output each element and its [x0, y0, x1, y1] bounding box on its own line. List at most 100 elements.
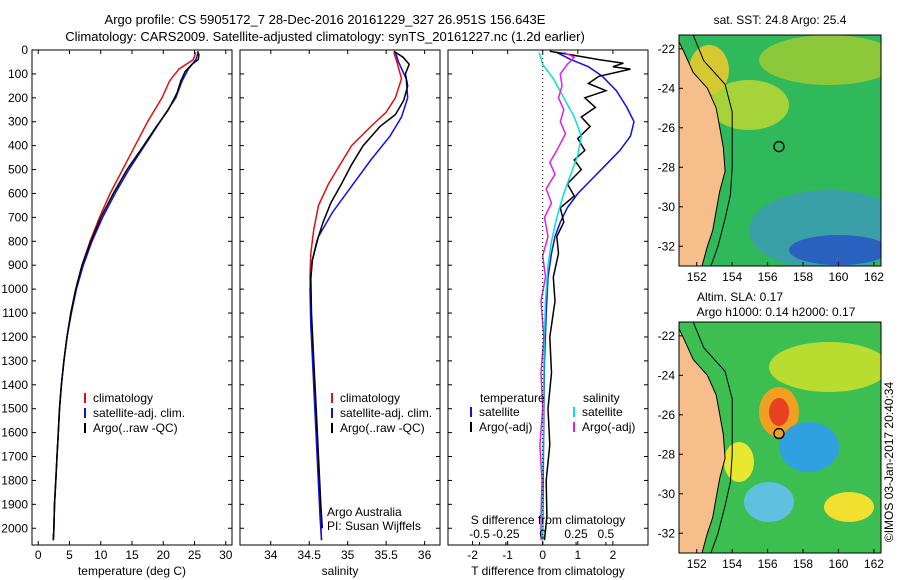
depth-tick-label: 1900	[1, 497, 28, 511]
lon-tick-label: 162	[864, 270, 884, 284]
panel-salinity: 34 34.5 35 35.5 36 salinity climatologysatelli…	[239, 49, 441, 578]
lon-tick-label: 158	[793, 557, 813, 571]
lon-tick-label: 156	[758, 270, 778, 284]
depth-tick-label: 1500	[1, 402, 28, 416]
legend-entry: satellite-adj. clim.	[93, 406, 185, 420]
lat-tick-label: -26	[658, 121, 676, 135]
legend-entry: satellite	[582, 405, 623, 419]
legend-entry: satellite	[479, 405, 520, 419]
legend-entry: Argo(-adj)	[582, 420, 635, 434]
depth-tick-label: 800	[8, 234, 28, 248]
difference-axes-frame	[447, 49, 649, 546]
australia-land	[679, 322, 726, 553]
s-tick-label: -0.5	[469, 527, 490, 541]
shelf-contour	[692, 322, 733, 553]
salinity-xtick-label: 34.5	[298, 548, 322, 562]
lat-tick-label: -22	[658, 42, 676, 56]
salinity-axes-frame	[239, 49, 441, 546]
legend-entry: Argo(-adj)	[479, 420, 532, 434]
lon-tick-label: 158	[793, 270, 813, 284]
legend-entry: climatology	[340, 391, 400, 405]
temperature-xtick-label: 5	[66, 548, 73, 562]
salinity-xtick-label: 35	[341, 548, 355, 562]
lon-tick-label: 154	[722, 557, 742, 571]
lat-tick-label: -30	[658, 200, 676, 214]
lat-tick-label: -28	[658, 447, 676, 461]
salinity-series-2	[310, 50, 411, 529]
depth-tick-label: 0	[21, 43, 28, 57]
temperature-xtick-label: 0	[35, 548, 42, 562]
depth-tick-label: 1600	[1, 426, 28, 440]
depth-tick-label: 900	[8, 258, 28, 272]
lat-tick-label: -22	[658, 329, 676, 343]
s-tick-label: 0	[539, 527, 546, 541]
lat-tick-label: -32	[658, 239, 676, 253]
legend-entry: Argo(..raw -QC)	[340, 421, 425, 435]
depth-tick-label: 2000	[1, 521, 28, 535]
difference-xtick-label: 2	[610, 548, 617, 562]
s-difference-label: S difference from climatology	[471, 513, 626, 527]
depth-tick-label: 500	[8, 163, 28, 177]
panel-temperature: 0100200300400500600700800900100011001200…	[1, 43, 232, 578]
difference-series-1	[543, 50, 631, 541]
lon-tick-label: 160	[828, 270, 848, 284]
difference-xtick-label: -1	[502, 548, 513, 562]
temperature-axes-frame	[31, 49, 233, 546]
sla-map-title-line-2: Argo h1000: 0.14 h2000: 0.17	[697, 305, 856, 319]
temperature-xtick-label: 20	[157, 548, 171, 562]
depth-tick-label: 1400	[1, 378, 28, 392]
lat-tick-label: -24	[658, 81, 676, 95]
lat-tick-label: -32	[658, 526, 676, 540]
lat-tick-label: -24	[658, 368, 676, 382]
legend-entry: Argo(..raw -QC)	[93, 421, 178, 435]
depth-tick-label: 100	[8, 67, 28, 81]
legend-salinity-title: salinity	[583, 391, 620, 405]
map-sla: -22 -24 -26 -28 -30 -32 152 154 156 158 160 162	[658, 321, 884, 571]
temperature-xtick-label: 15	[125, 548, 139, 562]
figure-title-line-1: Argo profile: CS 5905172_7 28-Dec-2016 2…	[104, 12, 546, 27]
lat-tick-label: -26	[658, 408, 676, 422]
salinity-series-1	[309, 52, 409, 541]
sla-map-title-line-1: Altim. SLA: 0.17	[697, 290, 783, 304]
lon-tick-label: 156	[758, 557, 778, 571]
salinity-xtick-label: 35.5	[374, 548, 398, 562]
temperature-xtick-label: 30	[219, 548, 233, 562]
lat-tick-label: -30	[658, 487, 676, 501]
difference-xlabel: T difference from climatology	[471, 564, 625, 578]
difference-xtick-label: 0	[539, 548, 546, 562]
profile-location-marker	[773, 140, 785, 153]
s-tick-label: -0.25	[492, 527, 520, 541]
lat-tick-label: -28	[658, 160, 676, 174]
figure-title-line-2: Climatology: CARS2009. Satellite-adjuste…	[65, 29, 585, 44]
s-tick-label: 0.5	[598, 527, 615, 541]
difference-xtick-label: -2	[467, 548, 478, 562]
depth-tick-label: 600	[8, 186, 28, 200]
panel-annotation: Argo Australia	[327, 505, 402, 519]
depth-tick-label: 1100	[2, 306, 28, 320]
salinity-xlabel: salinity	[322, 564, 359, 578]
shelf-contour	[692, 35, 733, 266]
difference-xtick-label: 1	[574, 548, 581, 562]
lon-tick-label: 162	[864, 557, 884, 571]
temperature-xlabel: temperature (deg C)	[78, 564, 186, 578]
panel-difference: -2 -1 0 1 2 T difference from climatology S di…	[447, 49, 649, 578]
salinity-xtick-label: 34	[264, 548, 278, 562]
salinity-xtick-label: 36	[418, 548, 432, 562]
depth-tick-label: 1800	[1, 473, 28, 487]
sst-map-title: sat. SST: 24.8 Argo: 25.4	[714, 13, 847, 27]
temperature-xtick-label: 10	[94, 548, 108, 562]
salinity-series-0	[309, 52, 403, 541]
depth-tick-label: 700	[8, 210, 28, 224]
legend-temperature-title: temperature	[480, 391, 545, 405]
lon-tick-label: 160	[828, 557, 848, 571]
temperature-series-2	[52, 50, 200, 541]
difference-series-3	[539, 51, 576, 541]
imos-credit: ©IMOS 03-Jan-2017 20:40:34	[882, 382, 896, 543]
lon-tick-label: 152	[687, 557, 707, 571]
sst-map-frame	[678, 34, 882, 267]
map-sst: -22 -24 -26 -28 -30 -32 152 154 156 158 160 162	[658, 34, 884, 284]
depth-tick-label: 1700	[1, 450, 28, 464]
depth-tick-label: 200	[8, 91, 28, 105]
